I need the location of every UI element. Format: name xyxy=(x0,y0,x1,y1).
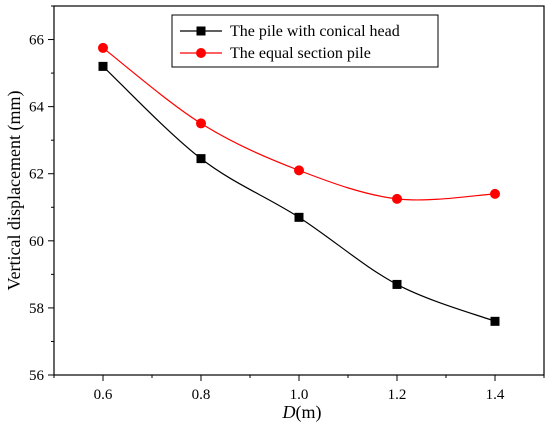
legend-swatch-marker xyxy=(196,48,206,58)
series-1-point xyxy=(490,316,500,326)
x-tick-label: 1.0 xyxy=(290,387,309,403)
legend-entry-1: The pile with conical head xyxy=(180,23,400,40)
series-1 xyxy=(98,61,500,326)
x-tick-label: 1.4 xyxy=(486,387,505,403)
y-axis-title: Vertical displacement (mm) xyxy=(4,91,25,291)
series-2-point xyxy=(98,42,108,53)
series-2 xyxy=(98,42,500,204)
legend-label: The pile with conical head xyxy=(230,23,400,40)
series-2-point xyxy=(392,193,402,204)
legend-swatch-marker xyxy=(196,26,206,36)
series-2-point xyxy=(294,165,304,176)
x-axis-title-variable: D xyxy=(282,402,296,422)
legend-label: The equal section pile xyxy=(230,45,371,62)
y-tick-label: 62 xyxy=(29,167,44,183)
legend: The pile with conical head The equal sect… xyxy=(171,14,439,68)
x-axis-title-unit: (m) xyxy=(296,402,322,423)
x-axis-title: D(m) xyxy=(282,402,322,423)
legend-box xyxy=(171,14,439,68)
series-1-point xyxy=(196,154,206,164)
x-tick-label: 1.2 xyxy=(388,387,407,403)
y-tick-label: 60 xyxy=(29,234,44,250)
series-1-point xyxy=(392,279,402,289)
series-2-point xyxy=(490,188,500,199)
axes-layer: 0.6 0.8 1.0 1.2 1.4 56 58 60 62 64 66 xyxy=(29,5,545,403)
series-1-point xyxy=(98,61,108,71)
y-tick-label: 58 xyxy=(29,301,44,317)
series-layer xyxy=(98,42,500,326)
y-tick-label: 66 xyxy=(29,33,45,49)
x-tick-label: 0.6 xyxy=(94,387,113,403)
x-tick-label: 0.8 xyxy=(192,387,211,403)
y-tick-label: 56 xyxy=(29,368,45,384)
series-1-line xyxy=(102,65,496,322)
series-2-point xyxy=(196,118,206,129)
series-1-point xyxy=(294,212,304,222)
legend-entry-2: The equal section pile xyxy=(180,45,371,62)
y-tick-label: 64 xyxy=(29,100,45,116)
